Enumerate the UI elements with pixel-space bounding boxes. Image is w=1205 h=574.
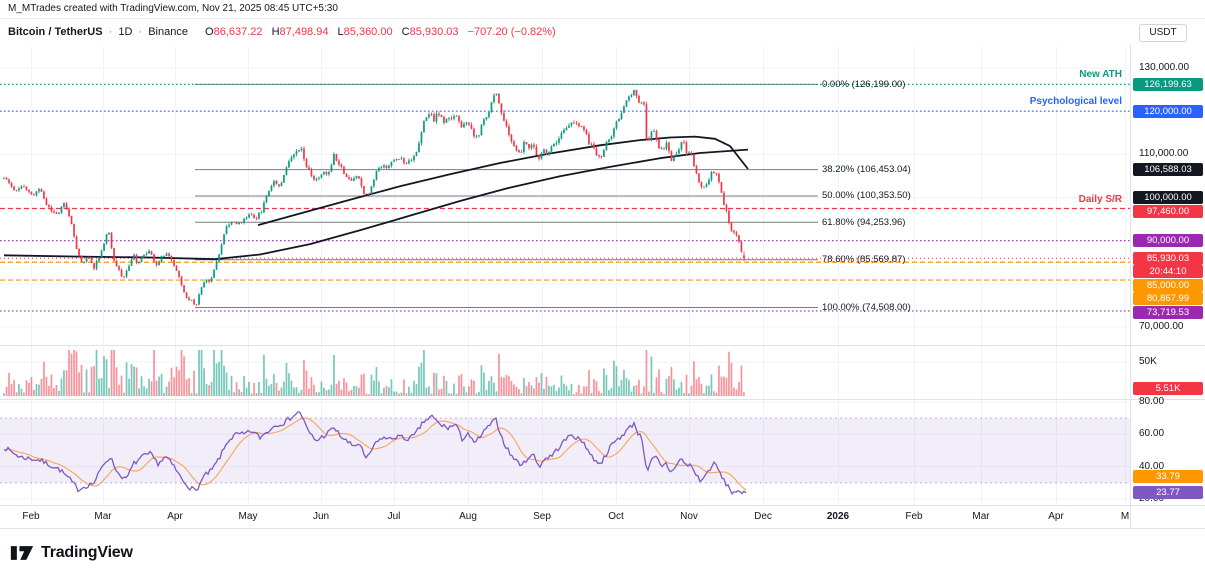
- fib-label: 78.60% (85,569.87): [822, 254, 906, 266]
- price-badge: 106,588.03: [1133, 162, 1203, 176]
- price-badge: 85,930.03: [1133, 251, 1203, 265]
- open-value: 86,637.22: [213, 26, 263, 38]
- open-label: O: [205, 26, 214, 38]
- low-value: 85,360.00: [343, 26, 393, 38]
- ohlc-readout: O86,637.22 H87,498.94 L85,360.00 C85,930…: [199, 26, 462, 38]
- rsi-axis-label: 80.00: [1139, 396, 1165, 407]
- change-value: −707.20 (−0.82%): [467, 26, 556, 38]
- price-axis-label: 130,000.00: [1139, 62, 1190, 73]
- countdown-badge: 20:44:10: [1133, 265, 1203, 279]
- price-badge: 126,199.63: [1133, 77, 1203, 91]
- symbol-title[interactable]: Bitcoin / TetherUS: [8, 26, 103, 38]
- fib-label: 38.20% (106,453.04): [822, 164, 911, 176]
- annotation-label: New ATH: [1079, 69, 1122, 80]
- time-axis-label[interactable]: M: [1120, 511, 1130, 522]
- ma-fast: [257, 135, 749, 226]
- time-axis-label[interactable]: Feb: [905, 511, 923, 522]
- annotation-label: Psychological level: [1029, 96, 1122, 107]
- candles: [3, 89, 745, 306]
- volume-bars: [3, 350, 745, 396]
- exchange-label: Binance: [148, 26, 188, 38]
- separator-dot: ·: [138, 26, 143, 38]
- time-axis-label[interactable]: Apr: [167, 511, 183, 522]
- rsi-ma-badge: 33.79: [1133, 470, 1203, 484]
- rsi-lines: [3, 411, 747, 496]
- time-axis-label[interactable]: Mar: [94, 511, 112, 522]
- topbar-separator: [0, 18, 1205, 19]
- pane-separators: [0, 44, 1205, 529]
- time-axis-label[interactable]: May: [238, 511, 258, 522]
- time-axis-label[interactable]: 2026: [826, 511, 850, 522]
- price-badge: 97,460.00: [1133, 204, 1203, 218]
- volume-axis-label: 50K: [1139, 356, 1157, 367]
- price-badge: 100,000.00: [1133, 191, 1203, 204]
- main-pane[interactable]: [0, 48, 1130, 345]
- fib-label: 50.00% (100,353.50): [822, 190, 911, 202]
- high-label: H: [271, 26, 280, 38]
- time-axis-label[interactable]: Jun: [312, 511, 330, 522]
- time-axis-label[interactable]: Feb: [22, 511, 40, 522]
- interval-label[interactable]: 1D: [118, 26, 133, 38]
- volume-badge: 5.51K: [1133, 382, 1203, 395]
- rsi-ma-line: [3, 417, 747, 491]
- rsi-pane[interactable]: [0, 400, 1130, 505]
- close-value: 85,930.03: [409, 26, 459, 38]
- tradingview-logo-text: TradingView: [41, 544, 133, 561]
- fib-retracement-lines: [195, 83, 818, 309]
- time-axis-label[interactable]: Apr: [1048, 511, 1064, 522]
- time-axis-label[interactable]: Nov: [680, 511, 698, 522]
- price-badge: 120,000.00: [1133, 104, 1203, 118]
- price-badge: 90,000.00: [1133, 234, 1203, 248]
- price-badge: 85,000.00: [1133, 278, 1203, 292]
- close-label: C: [401, 26, 410, 38]
- rsi-current-badge: 23.77: [1133, 486, 1203, 500]
- attribution-text: M_MTrades created with TradingView.com, …: [8, 3, 338, 14]
- time-axis-label[interactable]: Jul: [387, 511, 401, 522]
- annotation-label: Daily S/R: [1078, 194, 1122, 205]
- time-axis-label[interactable]: Aug: [459, 511, 477, 522]
- tradingview-logo-icon: [10, 546, 34, 560]
- price-badge: 80,867.99: [1133, 292, 1203, 306]
- tradingview-logo[interactable]: TradingView: [10, 542, 133, 564]
- time-axis-label[interactable]: Sep: [533, 511, 551, 522]
- fib-label: 100.00% (74,508.00): [822, 302, 911, 314]
- fib-label: 0.00% (126,199.00): [822, 78, 906, 90]
- volume-pane[interactable]: [0, 346, 1130, 399]
- rsi-line: [3, 411, 747, 496]
- time-axis-label[interactable]: Mar: [972, 511, 990, 522]
- separator-dot: ·: [108, 26, 113, 38]
- time-axis-label[interactable]: Oct: [608, 511, 624, 522]
- fib-label: 61.80% (94,253.96): [822, 216, 906, 228]
- symbol-bar: Bitcoin / TetherUS · 1D · Binance O86,63…: [8, 26, 556, 38]
- low-label: L: [337, 26, 344, 38]
- rsi-axis-label: 40.00: [1139, 460, 1165, 472]
- currency-button[interactable]: USDT: [1139, 24, 1187, 42]
- price-badge: 73,719.53: [1133, 305, 1203, 319]
- rsi-axis-label: 60.00: [1139, 428, 1165, 440]
- price-axis-label: 70,000.00: [1139, 321, 1184, 332]
- time-axis-label[interactable]: Dec: [754, 511, 772, 522]
- high-value: 87,498.94: [279, 26, 329, 38]
- price-axis-label: 110,000.00: [1139, 148, 1189, 160]
